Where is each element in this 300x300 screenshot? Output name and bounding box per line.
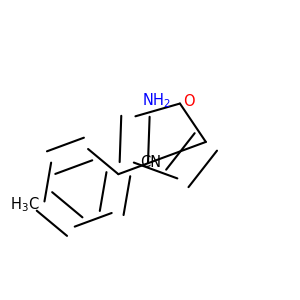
Text: NH$_2$: NH$_2$ bbox=[142, 91, 171, 110]
Text: H$_3$C: H$_3$C bbox=[10, 195, 40, 214]
Text: O: O bbox=[183, 94, 195, 110]
Text: CN: CN bbox=[140, 155, 161, 170]
